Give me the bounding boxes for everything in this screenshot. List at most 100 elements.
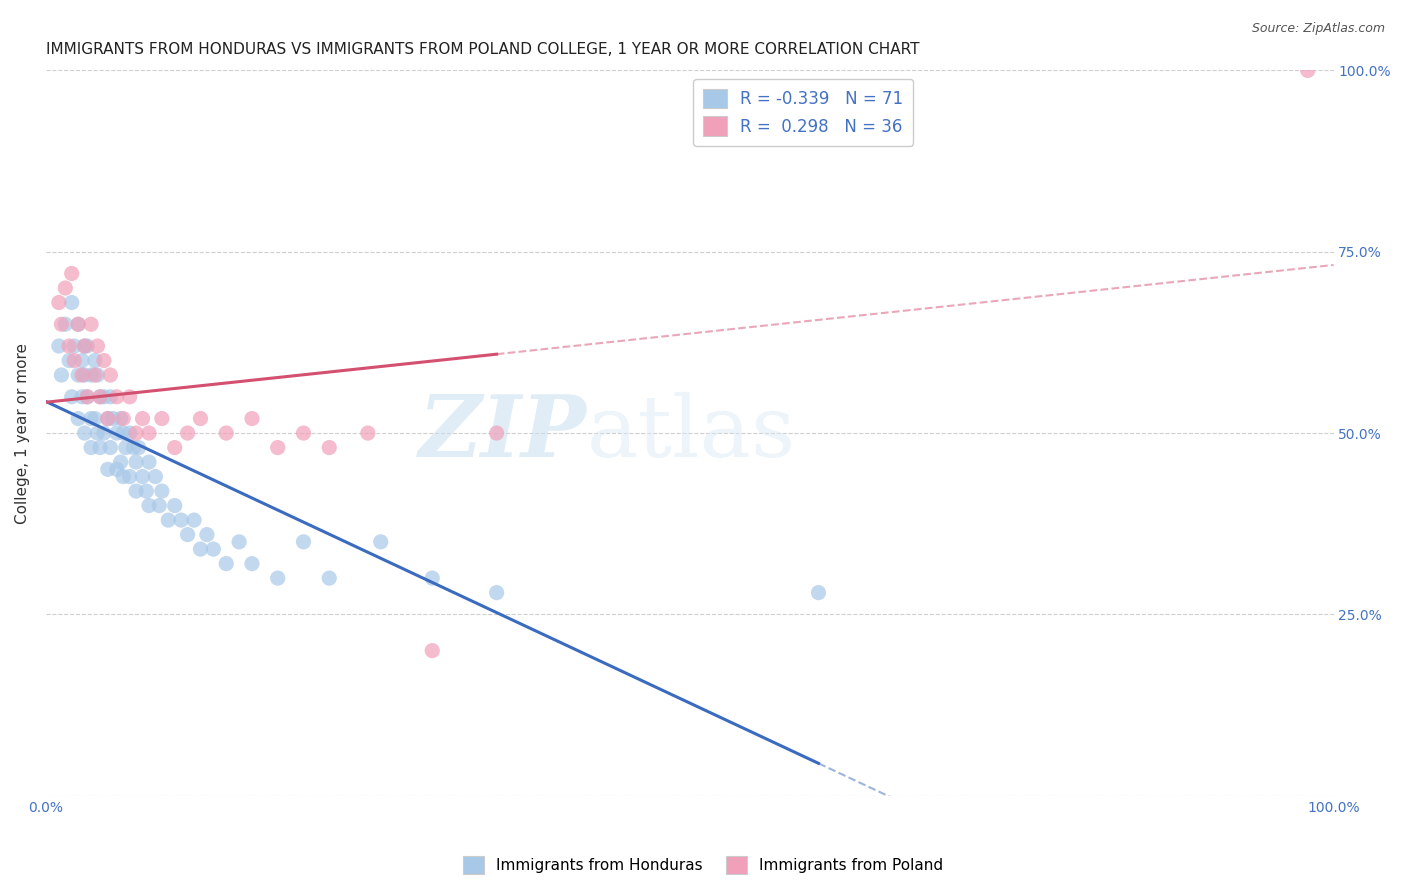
Point bbox=[53, 281, 76, 295]
Point bbox=[170, 513, 193, 527]
Point bbox=[76, 390, 98, 404]
Point bbox=[420, 571, 443, 585]
Point bbox=[86, 339, 108, 353]
Point bbox=[118, 390, 141, 404]
Point bbox=[86, 425, 108, 440]
Point bbox=[51, 318, 73, 332]
Point bbox=[125, 484, 148, 499]
Point bbox=[318, 571, 340, 585]
Point bbox=[135, 484, 157, 499]
Point bbox=[357, 425, 380, 440]
Point bbox=[163, 441, 186, 455]
Point bbox=[485, 425, 508, 440]
Point bbox=[157, 513, 180, 527]
Point bbox=[67, 318, 90, 332]
Point bbox=[318, 441, 340, 455]
Point bbox=[105, 425, 128, 440]
Point bbox=[145, 469, 167, 483]
Point bbox=[98, 390, 121, 404]
Point bbox=[150, 411, 173, 425]
Point bbox=[138, 499, 160, 513]
Text: IMMIGRANTS FROM HONDURAS VS IMMIGRANTS FROM POLAND COLLEGE, 1 YEAR OR MORE CORRE: IMMIGRANTS FROM HONDURAS VS IMMIGRANTS F… bbox=[46, 42, 920, 57]
Point bbox=[98, 368, 121, 382]
Point bbox=[80, 441, 103, 455]
Point bbox=[83, 353, 105, 368]
Point bbox=[73, 425, 96, 440]
Text: Source: ZipAtlas.com: Source: ZipAtlas.com bbox=[1251, 22, 1385, 36]
Point bbox=[122, 441, 145, 455]
Y-axis label: College, 1 year or more: College, 1 year or more bbox=[15, 343, 30, 524]
Point bbox=[67, 368, 90, 382]
Point bbox=[80, 368, 103, 382]
Point bbox=[215, 425, 238, 440]
Point bbox=[58, 353, 80, 368]
Point bbox=[215, 557, 238, 571]
Point bbox=[53, 318, 76, 332]
Point bbox=[131, 411, 153, 425]
Legend: R = -0.339   N = 71, R =  0.298   N = 36: R = -0.339 N = 71, R = 0.298 N = 36 bbox=[693, 78, 912, 145]
Legend: Immigrants from Honduras, Immigrants from Poland: Immigrants from Honduras, Immigrants fro… bbox=[457, 850, 949, 880]
Point bbox=[101, 411, 124, 425]
Point bbox=[183, 513, 205, 527]
Point bbox=[73, 368, 96, 382]
Point bbox=[1296, 63, 1319, 78]
Point bbox=[110, 411, 132, 425]
Point bbox=[118, 425, 141, 440]
Point bbox=[67, 318, 90, 332]
Point bbox=[292, 425, 315, 440]
Point bbox=[190, 542, 212, 557]
Point bbox=[83, 368, 105, 382]
Point bbox=[97, 411, 120, 425]
Point bbox=[89, 390, 111, 404]
Point bbox=[70, 353, 93, 368]
Point bbox=[98, 441, 121, 455]
Point bbox=[148, 499, 170, 513]
Point bbox=[67, 411, 90, 425]
Text: atlas: atlas bbox=[586, 392, 796, 475]
Point bbox=[292, 534, 315, 549]
Point bbox=[89, 441, 111, 455]
Point bbox=[240, 411, 263, 425]
Point bbox=[125, 425, 148, 440]
Point bbox=[128, 441, 150, 455]
Point bbox=[150, 484, 173, 499]
Point bbox=[176, 527, 198, 541]
Point bbox=[93, 390, 115, 404]
Point bbox=[105, 390, 128, 404]
Point bbox=[93, 353, 115, 368]
Point bbox=[83, 411, 105, 425]
Point bbox=[420, 643, 443, 657]
Point bbox=[97, 462, 120, 476]
Point bbox=[70, 368, 93, 382]
Point bbox=[267, 441, 290, 455]
Point bbox=[48, 295, 70, 310]
Point bbox=[73, 339, 96, 353]
Point bbox=[138, 425, 160, 440]
Point bbox=[60, 390, 83, 404]
Point bbox=[370, 534, 392, 549]
Point bbox=[138, 455, 160, 469]
Point bbox=[110, 455, 132, 469]
Point bbox=[76, 390, 98, 404]
Point bbox=[112, 425, 135, 440]
Point bbox=[190, 411, 212, 425]
Point bbox=[807, 585, 830, 599]
Point bbox=[112, 411, 135, 425]
Point bbox=[97, 411, 120, 425]
Point bbox=[60, 295, 83, 310]
Point bbox=[80, 318, 103, 332]
Point bbox=[63, 339, 86, 353]
Point bbox=[240, 557, 263, 571]
Point bbox=[86, 368, 108, 382]
Point bbox=[267, 571, 290, 585]
Point bbox=[112, 469, 135, 483]
Point bbox=[131, 469, 153, 483]
Point bbox=[63, 353, 86, 368]
Point bbox=[60, 267, 83, 281]
Point bbox=[118, 469, 141, 483]
Point bbox=[114, 441, 136, 455]
Point bbox=[80, 411, 103, 425]
Point bbox=[93, 425, 115, 440]
Point bbox=[58, 339, 80, 353]
Point bbox=[176, 425, 198, 440]
